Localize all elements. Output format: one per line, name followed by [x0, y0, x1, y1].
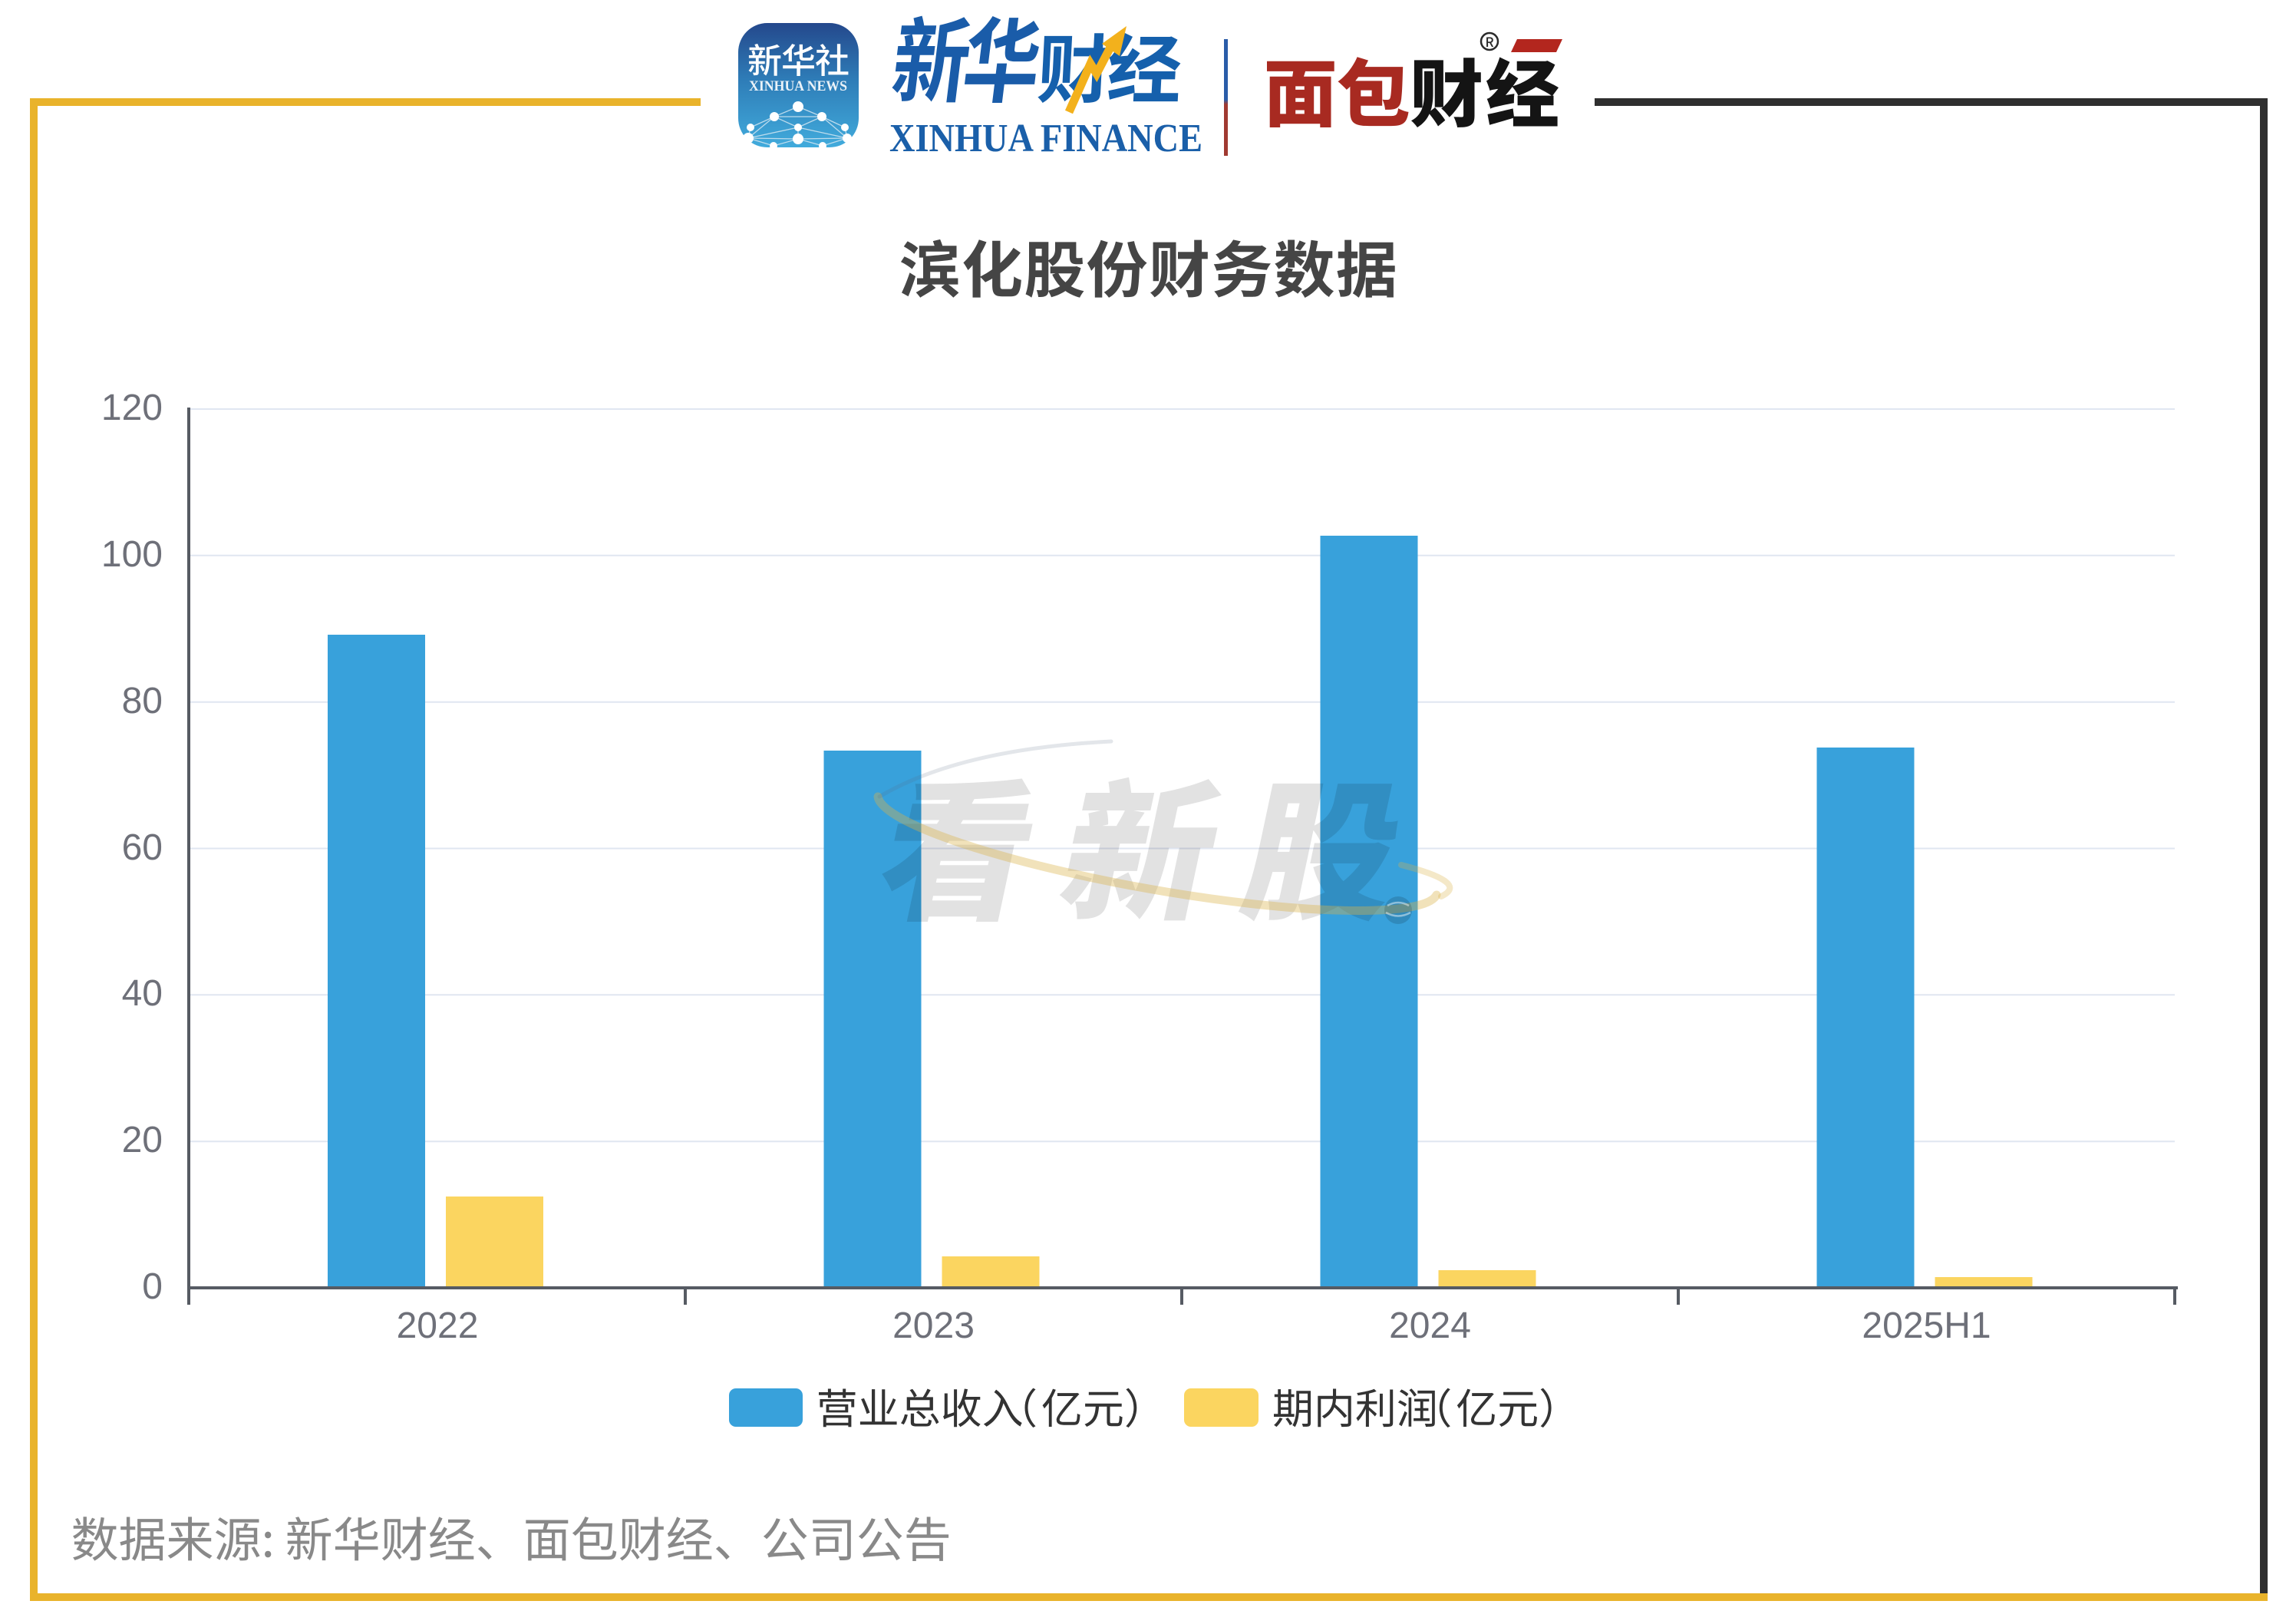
- svg-text:20: 20: [122, 1120, 163, 1160]
- svg-text:2025H1: 2025H1: [1862, 1305, 1991, 1346]
- svg-text:XINHUA NEWS: XINHUA NEWS: [749, 78, 847, 94]
- svg-text:80: 80: [122, 681, 163, 721]
- svg-text:2023: 2023: [892, 1305, 975, 1346]
- svg-text:2022: 2022: [397, 1305, 479, 1346]
- svg-text:0: 0: [142, 1266, 163, 1307]
- svg-text:XINHUA FINANCE: XINHUA FINANCE: [889, 117, 1202, 160]
- svg-text:40: 40: [122, 973, 163, 1014]
- svg-text:120: 120: [101, 388, 163, 428]
- svg-text:100: 100: [101, 534, 163, 575]
- svg-text:2024: 2024: [1389, 1305, 1471, 1346]
- svg-text:60: 60: [122, 827, 163, 868]
